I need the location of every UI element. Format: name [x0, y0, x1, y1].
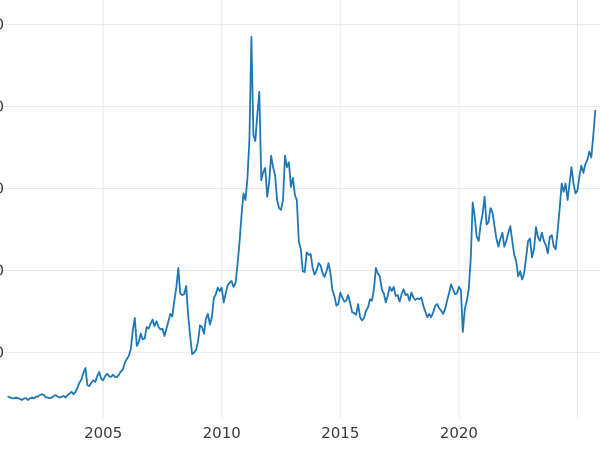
price-line [7, 36, 597, 401]
x-tick-label: 2010 [203, 424, 241, 442]
horizontal-gridlines [0, 24, 600, 353]
y-tick-label-clipped: 40 [0, 98, 4, 116]
x-tick-label: 2020 [440, 424, 478, 442]
x-tick-label: 2015 [321, 424, 359, 442]
y-tick-labels-clipped: 10 20 30 40 50 [0, 16, 4, 362]
y-tick-label-clipped: 10 [0, 343, 4, 361]
x-tick-label: 2005 [84, 424, 122, 442]
y-tick-label-clipped: 50 [0, 16, 4, 34]
x-tick-labels: 2005 2010 2015 2020 [84, 424, 478, 442]
y-tick-label-clipped: 20 [0, 261, 4, 279]
y-tick-label-clipped: 30 [0, 180, 4, 198]
vertical-gridlines [102, 0, 578, 418]
